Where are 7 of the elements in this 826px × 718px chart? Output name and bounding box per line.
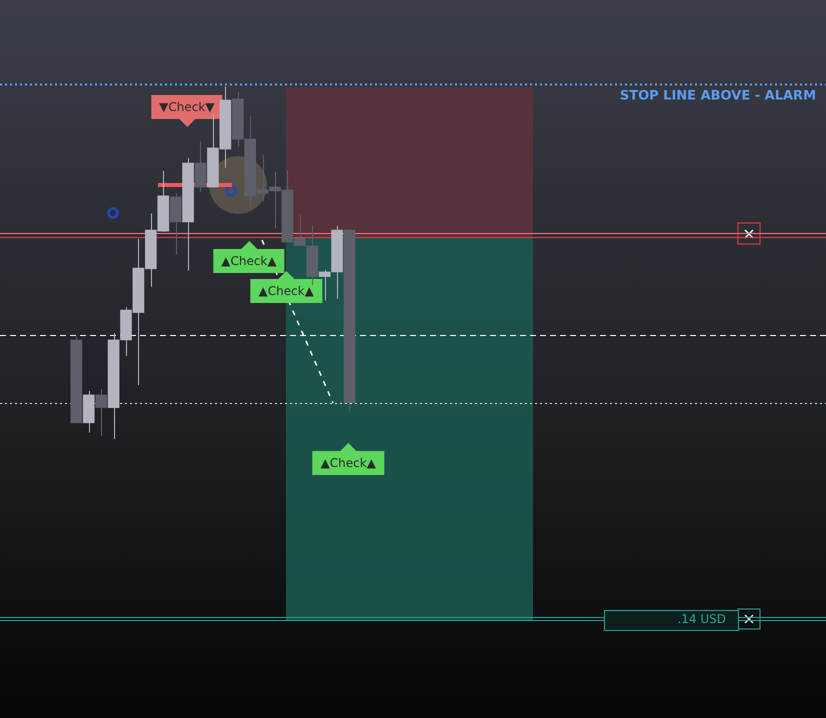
ref-line-label: .14 USD (677, 612, 726, 626)
annotation: ▲Check▲ (250, 279, 322, 303)
ref-line-label: STOP LINE ABOVE - ALARM (620, 88, 816, 104)
candlestick (95, 388, 107, 436)
text: ▲Check▲ (312, 451, 384, 475)
annotation: ▲Check▲ (213, 249, 285, 273)
annotation: ▼Check▼ (151, 95, 223, 119)
